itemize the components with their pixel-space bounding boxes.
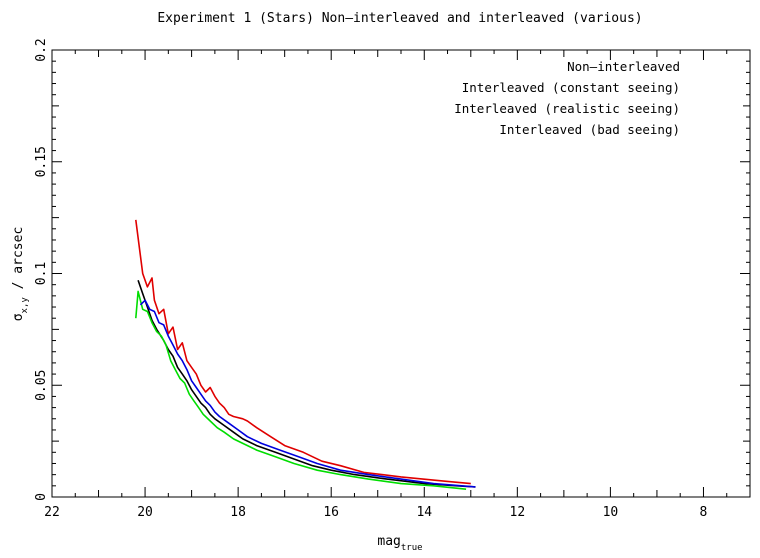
x-tick-label: 14 xyxy=(416,505,432,520)
x-tick-label: 10 xyxy=(603,505,619,520)
x-tick-label: 16 xyxy=(323,505,339,520)
x-tick-label: 8 xyxy=(700,505,708,520)
y-axis-label: σx,y / arcsec xyxy=(11,227,30,322)
y-axis-ticks: 0 0.05 0.1 0.15 0.2 xyxy=(34,38,750,501)
x-tick-label: 20 xyxy=(137,505,153,520)
x-tick-label: 18 xyxy=(230,505,246,520)
legend-entry-interleaved-bad: Interleaved (bad seeing) xyxy=(499,122,680,137)
x-axis-label: magtrue xyxy=(377,534,422,553)
y-axis-label-subscript: x,y xyxy=(20,297,30,314)
y-tick-label: 0.1 xyxy=(34,262,49,285)
legend-entry-interleaved-constant: Interleaved (constant seeing) xyxy=(462,80,680,95)
y-tick-label: 0.05 xyxy=(34,370,49,401)
series-line-2 xyxy=(135,290,467,490)
series-line-1 xyxy=(137,279,476,488)
series-line-0 xyxy=(135,219,471,485)
legend-entry-non-interleaved: Non—interleaved xyxy=(567,59,680,74)
x-axis-ticks: 22 20 18 16 14 12 10 8 xyxy=(44,50,751,520)
series-line-3 xyxy=(139,299,476,488)
x-tick-label: 22 xyxy=(44,505,60,520)
x-axis-label-main: mag xyxy=(377,534,400,549)
legend-entry-interleaved-realistic: Interleaved (realistic seeing) xyxy=(454,101,680,116)
chart-title: Experiment 1 (Stars) Non—interleaved and… xyxy=(157,11,642,26)
x-tick-label: 12 xyxy=(510,505,526,520)
y-tick-label: 0.15 xyxy=(34,146,49,177)
legend: Non—interleaved Interleaved (constant se… xyxy=(454,59,680,137)
x-axis-label-subscript: true xyxy=(401,543,423,553)
series-lines xyxy=(135,219,476,490)
y-tick-label: 0.2 xyxy=(34,38,49,61)
y-axis-label-tail: / arcsec xyxy=(11,227,26,297)
y-axis-label-sigma: σ xyxy=(11,313,26,321)
plot-frame xyxy=(51,49,751,498)
y-tick-label: 0 xyxy=(34,493,49,501)
